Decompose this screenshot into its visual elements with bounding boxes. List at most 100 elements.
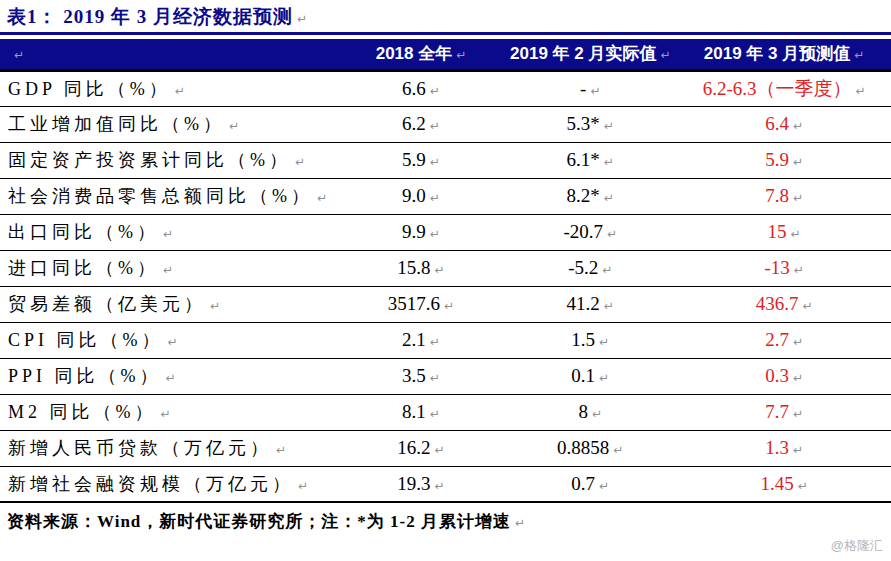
table-row: 出口同比（%）↵ 9.9↵ -20.7↵ 15↵: [0, 214, 891, 250]
value-2018: 3.5↵: [339, 358, 504, 394]
value-2018: 8.1↵: [339, 394, 504, 430]
table-row: 贸易差额（亿美元）↵ 3517.6↵ 41.2↵ 436.7↵: [0, 286, 891, 322]
pilcrow-mark: ↵: [802, 299, 812, 313]
pilcrow-mark: ↵: [599, 479, 609, 493]
value-2018: 9.9↵: [339, 214, 504, 250]
table-row: 进口同比（%）↵ 15.8↵ -5.2↵ -13↵: [0, 250, 891, 286]
value-feb-2019: 1.5↵: [503, 322, 677, 358]
table-row: 新增人民币贷款（万亿元）↵ 16.2↵ 0.8858↵ 1.3↵: [0, 430, 891, 466]
pilcrow-mark: ↵: [604, 191, 614, 205]
document-page: 表1： 2019 年 3 月经济数据预测↵ ↵ 2018 全年↵ 2019 年 …: [0, 0, 891, 561]
row-label: 新增人民币贷款（万亿元）↵: [0, 430, 339, 466]
pilcrow-mark: ↵: [430, 155, 440, 169]
pilcrow-mark: ↵: [317, 191, 331, 205]
value-mar-2019-forecast: 6.4↵: [677, 106, 891, 142]
pilcrow-mark: ↵: [430, 119, 440, 133]
gelonghui-watermark: @格隆汇: [831, 537, 883, 555]
pilcrow-mark: ↵: [430, 191, 440, 205]
pilcrow-mark: ↵: [604, 299, 614, 313]
value-mar-2019-forecast: 7.8↵: [677, 178, 891, 214]
row-label: 出口同比（%）↵: [0, 214, 339, 250]
pilcrow-mark: ↵: [793, 443, 803, 457]
value-mar-2019-forecast: 5.9↵: [677, 142, 891, 178]
pilcrow-mark: ↵: [298, 479, 312, 493]
pilcrow-mark: ↵: [604, 155, 614, 169]
pilcrow-mark: ↵: [793, 191, 803, 205]
table-row: CPI 同比（%）↵ 2.1↵ 1.5↵ 2.7↵: [0, 322, 891, 358]
table-row: 固定资产投资累计同比（%）↵ 5.9↵ 6.1*↵ 5.9↵: [0, 142, 891, 178]
pilcrow-mark: ↵: [793, 119, 803, 133]
pilcrow-mark: ↵: [854, 48, 864, 62]
value-2018: 6.6↵: [339, 70, 504, 106]
table-row: PPI 同比（%）↵ 3.5↵ 0.1↵ 0.3↵: [0, 358, 891, 394]
pilcrow-mark: ↵: [660, 48, 670, 62]
value-mar-2019-forecast: -13↵: [677, 250, 891, 286]
header-row: ↵ 2018 全年↵ 2019 年 2 月实际值↵ 2019 年 3 月预测值↵: [0, 39, 891, 70]
value-mar-2019-forecast: 0.3↵: [677, 358, 891, 394]
value-mar-2019-forecast: 1.3↵: [677, 430, 891, 466]
pilcrow-mark: ↵: [599, 371, 609, 385]
value-2018: 9.0↵: [339, 178, 504, 214]
value-feb-2019: -5.2↵: [503, 250, 677, 286]
row-label: 贸易差额（亿美元）↵: [0, 286, 339, 322]
value-feb-2019: 6.1*↵: [503, 142, 677, 178]
pilcrow-mark: ↵: [798, 479, 808, 493]
value-mar-2019-forecast: 436.7↵: [677, 286, 891, 322]
value-mar-2019-forecast: 15↵: [677, 214, 891, 250]
value-feb-2019: 5.3*↵: [503, 106, 677, 142]
pilcrow-mark: ↵: [435, 443, 445, 457]
pilcrow-mark: ↵: [456, 48, 466, 62]
row-label: CPI 同比（%）↵: [0, 322, 339, 358]
value-feb-2019: -20.7↵: [503, 214, 677, 250]
value-mar-2019-forecast: 7.7↵: [677, 394, 891, 430]
value-2018: 6.2↵: [339, 106, 504, 142]
pilcrow-mark: ↵: [297, 12, 308, 26]
table-row: GDP 同比（%）↵ 6.6↵ -↵ 6.2-6.3（一季度）↵: [0, 70, 891, 106]
value-feb-2019: 8.2*↵: [503, 178, 677, 214]
value-mar-2019-forecast: 2.7↵: [677, 322, 891, 358]
row-label: 工业增加值同比（%）↵: [0, 106, 339, 142]
pilcrow-mark: ↵: [175, 84, 189, 98]
pilcrow-mark: ↵: [599, 335, 609, 349]
row-label: PPI 同比（%）↵: [0, 358, 339, 394]
row-label: 社会消费品零售总额同比（%）↵: [0, 178, 339, 214]
pilcrow-mark: ↵: [295, 155, 309, 169]
value-mar-2019-forecast: 6.2-6.3（一季度）↵: [677, 70, 891, 106]
pilcrow-mark: ↵: [602, 263, 612, 277]
pilcrow-mark: ↵: [435, 479, 445, 493]
pilcrow-mark: ↵: [276, 443, 290, 457]
header-cell-2018: 2018 全年↵: [339, 39, 504, 70]
title-underline-rule: [0, 32, 891, 35]
pilcrow-mark: ↵: [161, 407, 175, 421]
pilcrow-mark: ↵: [590, 84, 600, 98]
pilcrow-mark: ↵: [168, 335, 182, 349]
pilcrow-mark: ↵: [515, 516, 526, 530]
table-header: ↵ 2018 全年↵ 2019 年 2 月实际值↵ 2019 年 3 月预测值↵: [0, 39, 891, 70]
source-note: 资料来源：Wind，新时代证券研究所；注：*为 1-2 月累计增速↵: [0, 510, 891, 533]
pilcrow-mark: ↵: [607, 227, 617, 241]
pilcrow-mark: ↵: [794, 263, 804, 277]
pilcrow-mark: ↵: [793, 335, 803, 349]
value-feb-2019: 0.7↵: [503, 466, 677, 502]
value-2018: 16.2↵: [339, 430, 504, 466]
pilcrow-mark: ↵: [793, 407, 803, 421]
pilcrow-mark: ↵: [430, 407, 440, 421]
table-row: M2 同比（%）↵ 8.1↵ 8↵ 7.7↵: [0, 394, 891, 430]
table-row: 新增社会融资规模（万亿元）↵ 19.3↵ 0.7↵ 1.45↵: [0, 466, 891, 502]
pilcrow-mark: ↵: [163, 227, 177, 241]
value-2018: 15.8↵: [339, 250, 504, 286]
pilcrow-mark: ↵: [210, 299, 224, 313]
row-label: GDP 同比（%）↵: [0, 70, 339, 106]
row-label: M2 同比（%）↵: [0, 394, 339, 430]
value-feb-2019: 0.8858↵: [503, 430, 677, 466]
value-feb-2019: 0.1↵: [503, 358, 677, 394]
table-row: 社会消费品零售总额同比（%）↵ 9.0↵ 8.2*↵ 7.8↵: [0, 178, 891, 214]
pilcrow-mark: ↵: [604, 119, 614, 133]
header-cell-mar-2019: 2019 年 3 月预测值↵: [677, 39, 891, 70]
value-2018: 3517.6↵: [339, 286, 504, 322]
pilcrow-mark: ↵: [430, 227, 440, 241]
pilcrow-mark: ↵: [14, 48, 24, 62]
pilcrow-mark: ↵: [613, 443, 623, 457]
header-cell-empty: ↵: [0, 39, 339, 70]
table-body: GDP 同比（%）↵ 6.6↵ -↵ 6.2-6.3（一季度）↵ 工业增加值同比…: [0, 70, 891, 502]
